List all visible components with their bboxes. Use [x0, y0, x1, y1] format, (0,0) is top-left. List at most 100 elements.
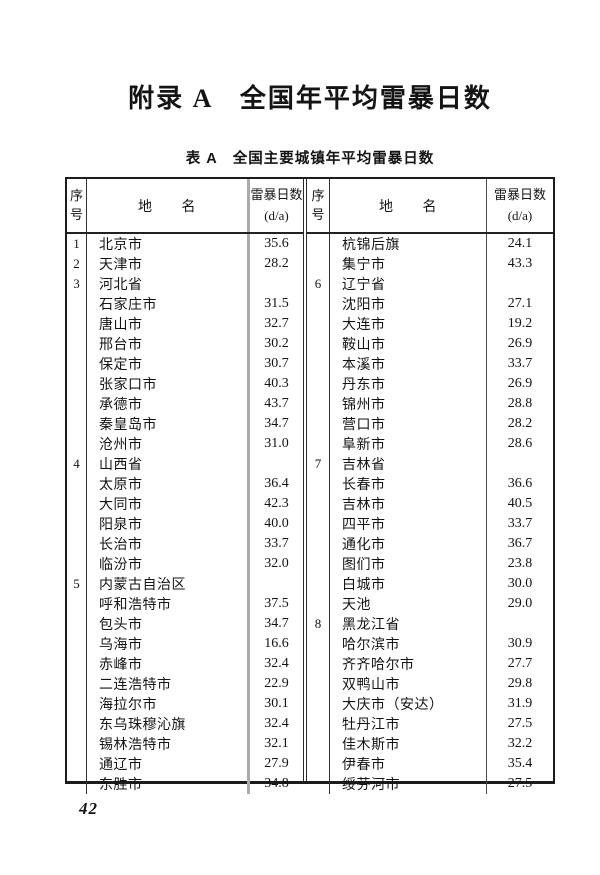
row-place-name: 白城市 — [330, 574, 487, 594]
row-place-name: 通辽市 — [87, 754, 250, 774]
row-place-name: 吉林省 — [330, 454, 487, 474]
header-value-label: 雷暴日数 — [250, 187, 303, 203]
row-seq-number — [307, 394, 330, 414]
row-place-name: 石家庄市 — [87, 294, 250, 314]
row-place-name: 锡林浩特市 — [87, 734, 250, 754]
table-row: 沧州市 31.0 — [67, 434, 303, 454]
table-row: 长治市 33.7 — [67, 534, 303, 554]
row-seq-number — [67, 714, 87, 734]
header-place-name: 地 名 — [87, 179, 250, 232]
row-seq-number: 6 — [307, 274, 330, 294]
row-seq-number — [67, 414, 87, 434]
row-thunderstorm-days: 33.7 — [264, 536, 289, 551]
row-thunderstorm-days: 31.5 — [264, 296, 289, 311]
table-row: 保定市 30.7 — [67, 354, 303, 374]
row-thunderstorm-days: 40.3 — [264, 376, 289, 391]
table-row: 东胜市 34.8 — [67, 774, 303, 794]
row-thunderstorm-days: 26.9 — [507, 376, 533, 391]
row-seq-number — [67, 294, 87, 314]
table-row: 四平市 33.7 — [307, 514, 553, 534]
row-thunderstorm-days: 40.5 — [507, 496, 533, 511]
row-seq-number — [67, 354, 87, 374]
row-seq-number — [67, 434, 87, 454]
table-body-right: 杭锦后旗 24.1 集宁市 43.3 6 辽宁省 沈阳市 27.1 大连市 19.2 鞍山市 26.9… — [307, 234, 553, 794]
row-place-name: 包头市 — [87, 614, 250, 634]
row-thunderstorm-days: 28.6 — [507, 436, 533, 451]
row-seq-number — [67, 594, 87, 614]
row-thunderstorm-days: 32.2 — [507, 736, 533, 751]
row-place-name: 辽宁省 — [330, 274, 487, 294]
row-thunderstorm-days: 43.7 — [264, 396, 289, 411]
row-place-name: 乌海市 — [87, 634, 250, 654]
row-place-name: 秦皇岛市 — [87, 414, 250, 434]
row-place-name: 营口市 — [330, 414, 487, 434]
row-seq-number — [307, 554, 330, 574]
table-body-left: 1 北京市 35.6 2 天津市 28.2 3 河北省 石家庄市 31.5 唐山市 32.7 邢台市 30… — [67, 234, 303, 794]
table-row: 吉林市 40.5 — [307, 494, 553, 514]
row-seq-number — [67, 554, 87, 574]
table-row: 6 辽宁省 — [307, 274, 553, 294]
row-thunderstorm-days: 42.3 — [264, 496, 289, 511]
table-row: 图们市 23.8 — [307, 554, 553, 574]
table-row: 长春市 36.6 — [307, 474, 553, 494]
row-seq-number — [307, 634, 330, 654]
row-seq-number — [307, 674, 330, 694]
row-place-name: 绥芬河市 — [330, 774, 487, 794]
row-seq-number: 8 — [307, 614, 330, 634]
row-seq-number — [67, 494, 87, 514]
row-thunderstorm-days: 34.7 — [264, 416, 289, 431]
table-row: 邢台市 30.2 — [67, 334, 303, 354]
row-seq-number — [67, 314, 87, 334]
row-thunderstorm-days: 36.6 — [507, 476, 533, 491]
row-seq-number — [307, 574, 330, 594]
header-thunderstorm-days: 雷暴日数 (d/a) — [250, 179, 303, 232]
table-caption: 表 A 全国主要城镇年平均雷暴日数 — [185, 151, 435, 167]
row-seq-number — [307, 434, 330, 454]
table-row: 大连市 19.2 — [307, 314, 553, 334]
row-place-name: 天津市 — [87, 254, 250, 274]
table-row: 二连浩特市 22.9 — [67, 674, 303, 694]
row-thunderstorm-days: 31.9 — [507, 696, 533, 711]
row-seq-number — [67, 674, 87, 694]
row-thunderstorm-days: 32.0 — [264, 556, 289, 571]
row-thunderstorm-days: 31.0 — [264, 436, 289, 451]
row-place-name: 鞍山市 — [330, 334, 487, 354]
row-place-name: 伊春市 — [330, 754, 487, 774]
row-thunderstorm-days: 32.7 — [264, 316, 289, 331]
row-thunderstorm-days — [250, 454, 303, 474]
row-seq-number — [307, 514, 330, 534]
row-thunderstorm-days: 33.7 — [507, 356, 533, 371]
row-place-name: 双鸭山市 — [330, 674, 487, 694]
row-thunderstorm-days: 32.4 — [264, 716, 289, 731]
row-thunderstorm-days: 37.5 — [264, 596, 289, 611]
row-seq-number — [307, 314, 330, 334]
half-table-divider — [304, 179, 306, 781]
row-thunderstorm-days: 35.4 — [507, 756, 533, 771]
row-thunderstorm-days: 27.9 — [264, 756, 289, 771]
row-thunderstorm-days: 29.8 — [507, 676, 533, 691]
table-row: 本溪市 33.7 — [307, 354, 553, 374]
row-place-name: 承德市 — [87, 394, 250, 414]
header-seq-number: 序号 — [67, 179, 87, 232]
row-thunderstorm-days — [487, 614, 553, 634]
row-thunderstorm-days: 32.1 — [264, 736, 289, 751]
row-seq-number — [307, 774, 330, 794]
header-place-name: 地 名 — [330, 179, 487, 232]
header-thunderstorm-days: 雷暴日数 (d/a) — [487, 179, 553, 232]
table-row: 阳泉市 40.0 — [67, 514, 303, 534]
table-row: 通辽市 27.9 — [67, 754, 303, 774]
row-seq-number — [307, 714, 330, 734]
table-row: 杭锦后旗 24.1 — [307, 234, 553, 254]
table-row: 牡丹江市 27.5 — [307, 714, 553, 734]
row-thunderstorm-days: 27.5 — [507, 716, 533, 731]
table-row: 哈尔滨市 30.9 — [307, 634, 553, 654]
row-seq-number: 3 — [67, 274, 87, 294]
row-thunderstorm-days: 30.1 — [264, 696, 289, 711]
row-place-name: 黑龙江省 — [330, 614, 487, 634]
row-seq-number — [307, 494, 330, 514]
row-thunderstorm-days — [487, 454, 553, 474]
row-seq-number — [67, 474, 87, 494]
row-place-name: 北京市 — [87, 234, 250, 254]
row-place-name: 吉林市 — [330, 494, 487, 514]
